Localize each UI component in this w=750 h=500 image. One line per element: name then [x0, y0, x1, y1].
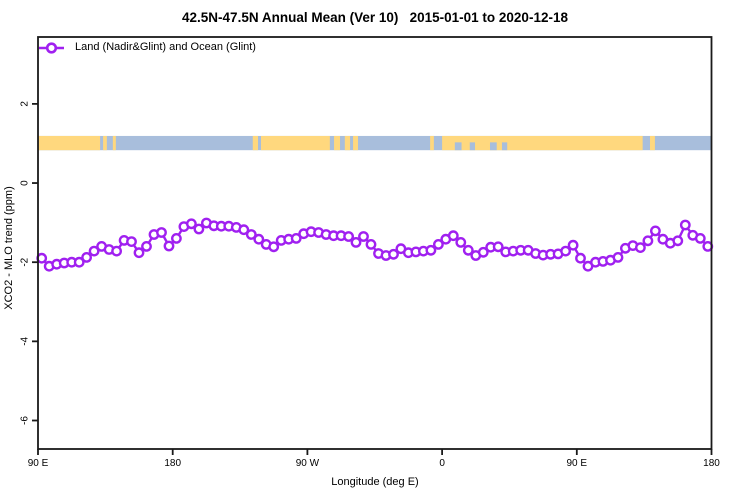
x-tick-label: 90 E	[567, 458, 588, 469]
map-band-ocean-inlet	[501, 142, 508, 151]
data-point-marker	[193, 223, 205, 235]
map-band-land-segment	[252, 135, 259, 151]
map-band-land-segment	[344, 135, 351, 151]
legend-label: Land (Nadir&Glint) and Ocean (Glint)	[75, 41, 256, 53]
map-band-ocean-inlet	[469, 142, 476, 151]
data-point-marker	[642, 235, 654, 247]
legend-marker-icon	[45, 42, 58, 54]
map-band-ocean-inlet	[489, 142, 497, 151]
data-point-marker	[694, 232, 706, 244]
data-point-marker	[73, 256, 85, 268]
data-point-marker	[425, 244, 437, 256]
x-tick-label: 180	[703, 458, 720, 469]
data-point-marker	[141, 240, 152, 252]
data-point-marker	[245, 229, 257, 240]
data-point-marker	[567, 239, 579, 251]
x-tick-label: 90 E	[28, 458, 49, 469]
x-tick-label: 180	[164, 458, 181, 469]
y-tick-label: 0	[20, 180, 31, 186]
data-point-marker	[560, 245, 571, 257]
map-band-ocean-inlet	[454, 142, 462, 151]
data-point-marker	[455, 236, 467, 248]
y-tick-label: 2	[20, 101, 31, 107]
data-point-marker	[462, 244, 474, 256]
data-point-marker	[156, 227, 167, 238]
map-band-land-segment	[649, 135, 655, 151]
data-point-marker	[163, 240, 175, 252]
data-point-marker	[432, 238, 444, 250]
data-point-marker	[81, 251, 93, 263]
y-tick-label: -6	[20, 416, 31, 425]
map-band-land-segment	[261, 135, 330, 151]
data-point-marker	[88, 245, 100, 257]
data-point-marker	[672, 235, 684, 247]
data-point-marker	[492, 241, 504, 253]
x-tick-label: 0	[439, 458, 445, 469]
y-axis-title: XCO2 - MLO trend (ppm)	[3, 186, 15, 310]
y-tick-label: -2	[20, 257, 31, 266]
data-point-marker	[343, 231, 354, 242]
data-point-marker	[679, 219, 691, 231]
map-band-land-segment	[112, 135, 116, 151]
data-point-marker	[238, 224, 250, 236]
data-point-marker	[170, 232, 182, 244]
map-band-land-segment	[334, 135, 341, 151]
data-point-marker	[365, 238, 377, 250]
data-point-marker	[612, 251, 624, 263]
x-tick-label: 90 W	[296, 458, 320, 469]
data-point-marker	[358, 231, 369, 242]
data-point-marker	[447, 230, 459, 242]
data-point-marker	[477, 246, 489, 258]
plot-frame	[37, 36, 713, 450]
data-point-marker	[253, 233, 265, 245]
data-point-marker	[575, 252, 586, 264]
data-point-marker	[388, 248, 399, 260]
data-point-marker	[126, 236, 137, 248]
data-point-marker	[185, 218, 197, 230]
map-band-land-segment	[430, 135, 434, 151]
map-band-land-segment	[38, 135, 101, 151]
x-axis-title: Longitude (deg E)	[331, 476, 419, 488]
data-point-marker	[268, 241, 280, 253]
map-band-land-segment	[353, 135, 358, 151]
chart-title: 42.5N-47.5N Annual Mean (Ver 10) 2015-01…	[182, 10, 568, 25]
map-band-land-segment	[103, 135, 107, 151]
data-point-marker	[350, 236, 362, 248]
data-point-marker	[111, 245, 123, 257]
data-point-marker	[290, 232, 302, 244]
y-tick-label: -4	[20, 336, 31, 345]
data-point-marker	[635, 242, 646, 254]
data-point-marker	[133, 247, 145, 259]
data-point-marker	[650, 225, 661, 237]
